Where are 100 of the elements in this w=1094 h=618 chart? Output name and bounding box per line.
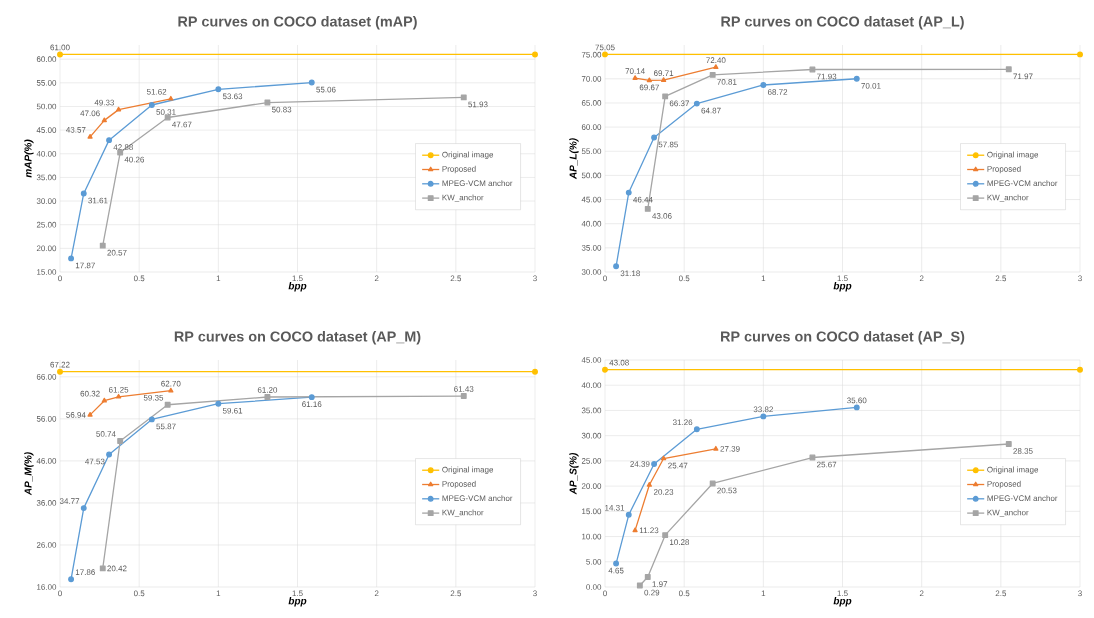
legend-label: KW_anchor — [987, 194, 1029, 202]
point — [693, 100, 700, 107]
x-tick-label: 2.5 — [995, 275, 1007, 282]
y-tick-label: 60.00 — [581, 124, 602, 130]
legend-label: MPEG-VCM anchor — [442, 180, 513, 187]
data-label: 51.62 — [146, 88, 167, 95]
point — [99, 242, 106, 249]
point — [632, 75, 638, 80]
y-tick-label: 30.00 — [581, 269, 602, 275]
x-tick-label: 2 — [919, 275, 924, 282]
y-tick-label: 65.00 — [581, 100, 602, 106]
data-label: 61.43 — [454, 386, 474, 392]
point — [80, 505, 87, 512]
data-label: 10.28 — [669, 539, 690, 546]
y-tick-label: 35.00 — [581, 407, 602, 414]
point — [87, 133, 93, 139]
point — [264, 99, 271, 106]
data-label: 31.18 — [620, 270, 640, 277]
data-label: 34.77 — [59, 498, 80, 504]
legend-label: Original image — [987, 466, 1039, 475]
y-tick-label: 30.00 — [36, 198, 57, 204]
data-label: 31.26 — [672, 419, 693, 426]
data-label: 20.42 — [107, 565, 127, 572]
legend-label: Original image — [987, 151, 1039, 160]
x-tick-label: 1 — [216, 275, 221, 282]
point — [460, 393, 467, 399]
data-label: 55.87 — [156, 423, 176, 430]
point — [148, 416, 155, 423]
point — [646, 482, 652, 487]
point — [1005, 66, 1012, 73]
point — [709, 480, 716, 487]
legend-label: Proposed — [442, 165, 476, 174]
data-label: 50.74 — [96, 431, 116, 437]
data-label: 53.63 — [222, 93, 243, 100]
data-label: 27.39 — [720, 446, 740, 452]
data-label: 31.61 — [88, 197, 108, 204]
data-label: 47.67 — [172, 121, 192, 128]
point — [625, 189, 632, 196]
point — [662, 93, 669, 100]
data-label: 59.35 — [143, 394, 164, 401]
point — [532, 368, 538, 375]
point — [264, 394, 271, 400]
y-tick-label: 36.00 — [36, 500, 57, 506]
data-label: 62.70 — [161, 380, 181, 387]
point — [1077, 51, 1083, 58]
point — [87, 411, 93, 417]
y-tick-label: 45.00 — [581, 357, 602, 363]
point — [117, 438, 124, 444]
y-tick-label: 20.00 — [36, 245, 57, 252]
data-label: 71.97 — [1013, 73, 1033, 80]
data-label: 66.37 — [669, 100, 689, 107]
point — [660, 455, 667, 461]
data-label: 47.53 — [85, 458, 105, 465]
legend-label: KW_anchor — [442, 509, 484, 517]
point — [106, 137, 113, 144]
point — [651, 461, 658, 467]
legend-label: Original image — [442, 466, 494, 475]
point — [853, 75, 860, 82]
data-label: 61.20 — [257, 387, 278, 393]
data-label: 71.93 — [817, 73, 837, 80]
y-tick-label: 10.00 — [582, 533, 602, 540]
point — [632, 527, 638, 533]
x-tick-label: 0.5 — [133, 590, 145, 597]
data-label: 75.05 — [595, 44, 615, 51]
point — [660, 77, 667, 82]
y-tick-label: 20.00 — [581, 483, 602, 489]
y-tick-label: 75.00 — [581, 51, 602, 58]
x-tick-label: 2 — [919, 590, 924, 597]
data-label: 51.93 — [468, 101, 488, 108]
data-label: 33.82 — [753, 406, 773, 413]
point — [308, 394, 315, 401]
y-tick-label: 0.00 — [586, 584, 602, 590]
y-tick-label: 45.00 — [36, 127, 57, 133]
data-label: 69.67 — [639, 84, 659, 91]
point — [644, 205, 651, 212]
y-tick-label: 50.00 — [581, 172, 602, 179]
point — [613, 263, 620, 270]
legend-label: MPEG-VCM anchor — [987, 180, 1058, 187]
data-label: 72.40 — [706, 57, 726, 64]
chart-title: RP curves on COCO dataset (AP_M) — [174, 331, 421, 345]
x-axis-title: bpp — [833, 597, 852, 607]
data-label: 25.47 — [668, 462, 688, 469]
data-label: 4.65 — [608, 567, 624, 574]
x-tick-label: 1 — [216, 590, 221, 597]
x-tick-label: 3 — [1078, 590, 1082, 597]
data-label: 25.67 — [817, 461, 837, 468]
y-tick-label: 30.00 — [581, 432, 602, 439]
data-label: 1.97 — [652, 581, 668, 587]
y-tick-label: 66.00 — [36, 373, 57, 380]
data-label: 59.61 — [222, 407, 243, 414]
y-tick-label: 15.00 — [37, 269, 57, 275]
point — [1005, 441, 1012, 447]
point — [651, 134, 658, 141]
y-tick-label: 40.00 — [36, 150, 57, 157]
x-tick-label: 2.5 — [995, 590, 1007, 597]
data-label: 24.39 — [630, 461, 650, 467]
point — [57, 368, 63, 375]
point — [644, 574, 651, 581]
chart-title: RP curves on COCO dataset (mAP) — [178, 16, 417, 30]
x-axis-title: bpp — [288, 282, 307, 292]
